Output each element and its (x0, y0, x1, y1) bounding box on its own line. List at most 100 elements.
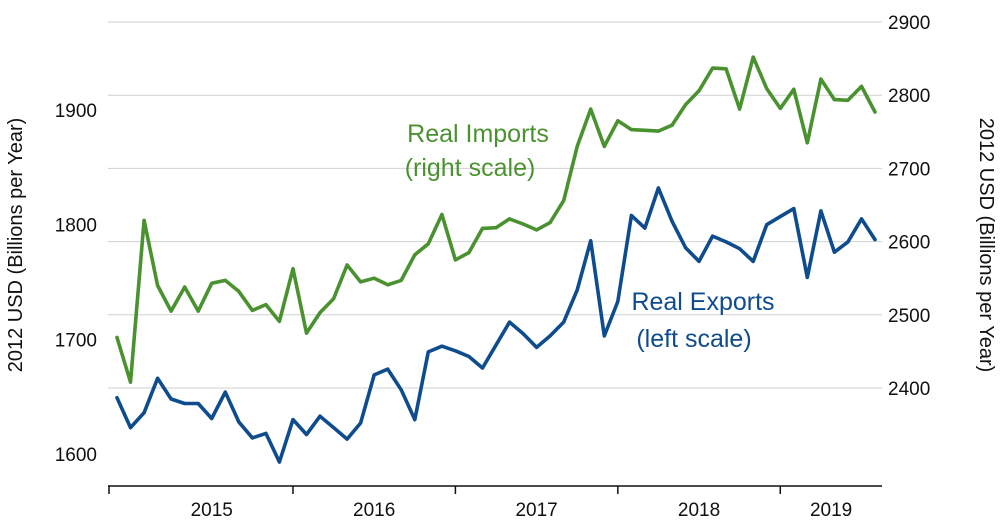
right-y-tick-label: 2800 (888, 86, 930, 107)
real-imports-point (318, 311, 322, 315)
real-imports-point (467, 251, 471, 255)
real-exports-point (575, 288, 579, 292)
real-exports-point (711, 234, 715, 238)
x-tick-label: 2019 (810, 500, 852, 521)
real-exports-point (629, 213, 634, 218)
real-imports-point (359, 280, 363, 284)
left-y-tick-label: 1700 (55, 330, 97, 351)
left-y-tick-label: 1900 (55, 101, 97, 122)
real-exports-point (859, 217, 864, 221)
real-imports-point (819, 77, 823, 81)
real-imports-point (724, 67, 728, 71)
real-exports-point (792, 207, 796, 211)
real-exports-point (440, 344, 444, 348)
real-imports-point (332, 297, 336, 301)
series-lines (115, 55, 877, 464)
real-exports-point (616, 299, 620, 304)
real-imports-point (250, 308, 254, 312)
real-imports-point (535, 228, 539, 232)
real-imports-point (562, 199, 566, 203)
real-exports-point (656, 186, 661, 190)
real-exports-point (413, 418, 417, 422)
real-imports-point (480, 226, 485, 230)
real-imports-point (697, 89, 701, 93)
real-exports-point (683, 246, 688, 250)
real-exports-point (183, 401, 187, 406)
real-imports-point (602, 144, 606, 148)
real-imports-point (264, 303, 268, 307)
real-imports-point (792, 87, 796, 91)
real-imports-point (683, 103, 688, 107)
right-y-tick-label: 2500 (888, 306, 930, 327)
real-exports-point (277, 460, 281, 464)
right-y-tick-label: 2600 (888, 233, 930, 254)
real-exports-point (426, 350, 430, 354)
real-exports-point (291, 418, 295, 422)
real-imports-point (440, 212, 444, 217)
real-exports-point (372, 373, 376, 377)
real-exports-point (128, 426, 133, 430)
right-y-axis-ticks: 2400 2500 2600 2700 2800 2900 (888, 13, 930, 400)
real-exports-point (697, 259, 701, 263)
real-imports-point (372, 276, 376, 280)
real-imports-point (156, 283, 160, 288)
real-exports-point (237, 420, 241, 424)
real-imports-point (846, 98, 850, 102)
real-imports-point (711, 66, 715, 70)
real-exports-point (250, 436, 254, 440)
real-exports-point (156, 376, 160, 380)
x-tick-label: 2015 (191, 500, 233, 521)
real-imports-point (426, 242, 430, 246)
real-imports-point (616, 119, 620, 123)
real-imports-point (643, 128, 647, 132)
imports-annotation-line1: Real Imports (407, 120, 549, 148)
real-exports-point (521, 332, 525, 336)
real-exports-point (332, 426, 336, 430)
real-exports-point (399, 388, 403, 392)
right-y-axis-title: 2012 USD (Billions per Year) (975, 118, 997, 373)
real-exports-point (196, 401, 200, 406)
real-exports-point (765, 223, 769, 227)
exports-annotation-line2: (left scale) (636, 325, 751, 353)
real-exports-point (115, 396, 119, 400)
real-imports-point (507, 217, 512, 221)
real-imports-point (196, 309, 200, 313)
real-exports-point (670, 219, 674, 223)
x-axis-ticks: 2015 2016 2017 2018 2019 (108, 486, 852, 521)
real-imports-point (115, 335, 119, 340)
left-y-tick-label: 1800 (55, 216, 97, 237)
real-exports-point (453, 349, 457, 353)
right-y-tick-label: 2700 (888, 159, 930, 180)
real-exports-point (602, 334, 606, 338)
real-imports-point (832, 98, 837, 102)
real-exports-point (304, 432, 309, 437)
real-exports-point (480, 366, 485, 370)
real-exports-point (210, 416, 214, 421)
real-exports-point (318, 414, 322, 418)
real-exports-point (738, 247, 742, 251)
real-exports-point (589, 239, 593, 243)
real-imports-point (873, 110, 877, 114)
real-imports-point (169, 309, 173, 313)
x-tick-label: 2017 (515, 500, 557, 521)
real-imports-point (304, 331, 309, 335)
real-imports-point (494, 226, 498, 230)
real-exports-point (142, 411, 146, 415)
real-exports-point (535, 345, 539, 349)
real-imports-point (548, 221, 552, 225)
real-exports-point (494, 343, 498, 347)
right-y-tick-label: 2400 (888, 379, 930, 400)
real-imports-point (778, 106, 782, 110)
imports-annotation-line2: (right scale) (405, 154, 536, 182)
real-exports-point (223, 390, 227, 394)
real-imports-point (345, 263, 349, 267)
x-tick-label: 2018 (678, 500, 720, 521)
real-imports-point (521, 222, 525, 226)
real-imports-point (128, 380, 133, 384)
real-exports-point (507, 320, 512, 324)
real-imports-point (142, 218, 146, 222)
real-exports-point (345, 437, 349, 441)
right-y-tick-label: 2900 (888, 13, 930, 34)
left-y-tick-label: 1600 (55, 445, 97, 466)
